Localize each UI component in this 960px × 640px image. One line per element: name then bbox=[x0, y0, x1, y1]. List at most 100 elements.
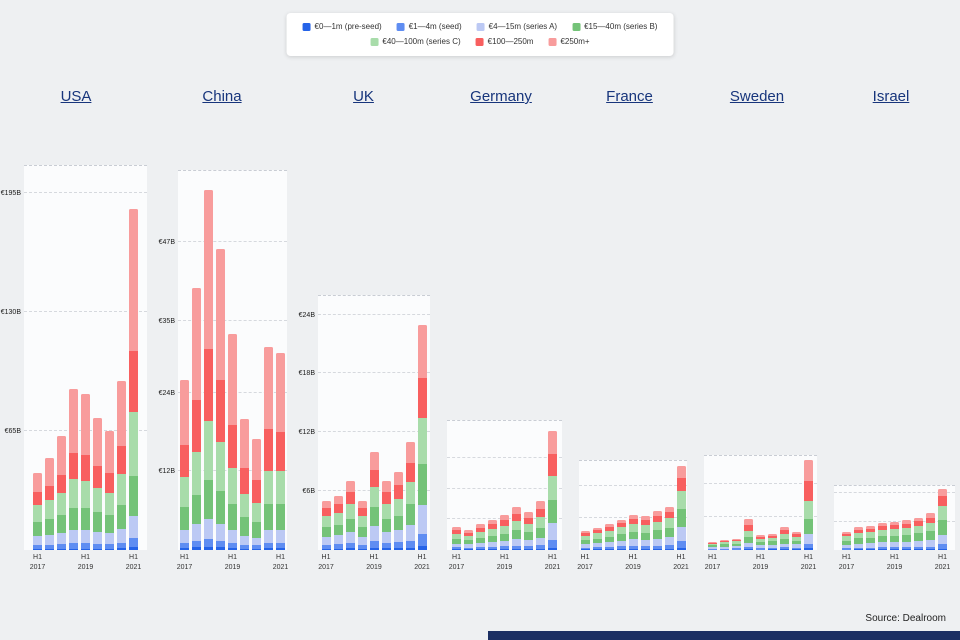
bar-segment[interactable] bbox=[792, 531, 801, 535]
bar-segment[interactable] bbox=[512, 545, 521, 549]
bar-segment[interactable] bbox=[405, 481, 415, 505]
bar-segment[interactable] bbox=[744, 530, 753, 538]
bar-segment[interactable] bbox=[105, 430, 114, 473]
bar-segment[interactable] bbox=[854, 533, 863, 539]
bar-segment[interactable] bbox=[536, 501, 545, 509]
bar-segment[interactable] bbox=[768, 537, 777, 542]
bar-segment[interactable] bbox=[33, 549, 42, 550]
bar-segment[interactable] bbox=[878, 542, 887, 548]
bar-segment[interactable] bbox=[902, 547, 911, 550]
bar-segment[interactable] bbox=[756, 535, 765, 538]
bar-segment[interactable] bbox=[393, 498, 403, 516]
bar-segment[interactable] bbox=[842, 536, 851, 541]
bar-segment[interactable] bbox=[33, 536, 42, 546]
bar-segment[interactable] bbox=[616, 527, 626, 535]
bar-segment[interactable] bbox=[276, 548, 285, 550]
bar-segment[interactable] bbox=[664, 506, 674, 512]
bar-segment[interactable] bbox=[580, 547, 590, 550]
bar-segment[interactable] bbox=[452, 530, 461, 535]
bar-segment[interactable] bbox=[452, 534, 461, 540]
bar-segment[interactable] bbox=[866, 537, 875, 544]
bar-segment[interactable] bbox=[890, 521, 899, 526]
bar-segment[interactable] bbox=[252, 545, 261, 549]
bar-segment[interactable] bbox=[780, 543, 789, 548]
bar-segment[interactable] bbox=[240, 548, 249, 550]
bar-segment[interactable] bbox=[381, 532, 391, 544]
bar-segment[interactable] bbox=[640, 540, 650, 547]
bar-segment[interactable] bbox=[369, 507, 379, 526]
bar-segment[interactable] bbox=[45, 518, 54, 536]
bar-segment[interactable] bbox=[369, 540, 379, 548]
bar-segment[interactable] bbox=[720, 548, 729, 550]
bar-segment[interactable] bbox=[780, 533, 789, 539]
bar-segment[interactable] bbox=[780, 538, 789, 544]
bar-segment[interactable] bbox=[804, 501, 813, 520]
bar-segment[interactable] bbox=[524, 546, 533, 549]
bar-segment[interactable] bbox=[616, 523, 626, 528]
bar-segment[interactable] bbox=[252, 438, 261, 480]
bar-segment[interactable] bbox=[216, 523, 225, 541]
bar-segment[interactable] bbox=[204, 546, 213, 550]
bar-segment[interactable] bbox=[345, 532, 355, 544]
bar-segment[interactable] bbox=[524, 511, 533, 518]
bar-segment[interactable] bbox=[180, 506, 189, 530]
bar-segment[interactable] bbox=[45, 458, 54, 486]
bar-segment[interactable] bbox=[129, 538, 138, 548]
bar-segment[interactable] bbox=[369, 547, 379, 550]
bar-segment[interactable] bbox=[744, 518, 753, 526]
bar-segment[interactable] bbox=[180, 444, 189, 478]
bar-segment[interactable] bbox=[854, 549, 863, 550]
bar-segment[interactable] bbox=[240, 517, 249, 536]
bar-segment[interactable] bbox=[616, 546, 626, 549]
bar-segment[interactable] bbox=[914, 533, 923, 541]
bar-segment[interactable] bbox=[732, 546, 741, 549]
bar-segment[interactable] bbox=[93, 465, 102, 488]
bar-segment[interactable] bbox=[926, 546, 935, 550]
bar-segment[interactable] bbox=[452, 549, 461, 550]
bar-segment[interactable] bbox=[381, 548, 391, 550]
bar-segment[interactable] bbox=[405, 540, 415, 548]
bar-segment[interactable] bbox=[938, 496, 947, 507]
bar-segment[interactable] bbox=[500, 514, 509, 521]
bar-segment[interactable] bbox=[117, 542, 126, 549]
bar-segment[interactable] bbox=[57, 515, 66, 534]
bar-segment[interactable] bbox=[604, 542, 614, 547]
bar-segment[interactable] bbox=[464, 535, 473, 541]
bar-segment[interactable] bbox=[417, 504, 427, 535]
bar-segment[interactable] bbox=[938, 520, 947, 535]
bar-segment[interactable] bbox=[452, 527, 461, 531]
bar-segment[interactable] bbox=[488, 529, 497, 536]
bar-segment[interactable] bbox=[580, 535, 590, 541]
legend-item[interactable]: €1—4m (seed) bbox=[396, 22, 462, 31]
bar-segment[interactable] bbox=[417, 417, 427, 464]
bar-segment[interactable] bbox=[548, 500, 557, 524]
bar-segment[interactable] bbox=[938, 548, 947, 550]
bar-segment[interactable] bbox=[604, 546, 614, 549]
bar-segment[interactable] bbox=[536, 517, 545, 528]
bar-segment[interactable] bbox=[592, 530, 602, 534]
bar-segment[interactable] bbox=[744, 543, 753, 548]
bar-segment[interactable] bbox=[192, 452, 201, 495]
country-link-uk[interactable]: UK bbox=[353, 88, 374, 105]
bar-segment[interactable] bbox=[276, 353, 285, 433]
bar-segment[interactable] bbox=[228, 333, 237, 425]
bar-segment[interactable] bbox=[105, 548, 114, 550]
bar-segment[interactable] bbox=[780, 549, 789, 550]
bar-segment[interactable] bbox=[321, 508, 331, 517]
bar-segment[interactable] bbox=[240, 419, 249, 469]
legend-item[interactable]: €15—40m (series B) bbox=[572, 22, 657, 31]
bar-segment[interactable] bbox=[81, 530, 90, 543]
bar-segment[interactable] bbox=[768, 533, 777, 536]
bar-segment[interactable] bbox=[264, 471, 273, 505]
bar-segment[interactable] bbox=[756, 539, 765, 543]
bar-segment[interactable] bbox=[476, 542, 485, 548]
bar-segment[interactable] bbox=[264, 529, 273, 543]
bar-segment[interactable] bbox=[536, 527, 545, 538]
bar-segment[interactable] bbox=[357, 527, 367, 537]
bar-segment[interactable] bbox=[592, 538, 602, 544]
bar-segment[interactable] bbox=[393, 530, 403, 543]
bar-segment[interactable] bbox=[81, 480, 90, 509]
bar-segment[interactable] bbox=[417, 378, 427, 418]
bar-segment[interactable] bbox=[69, 508, 78, 531]
bar-segment[interactable] bbox=[676, 490, 686, 510]
